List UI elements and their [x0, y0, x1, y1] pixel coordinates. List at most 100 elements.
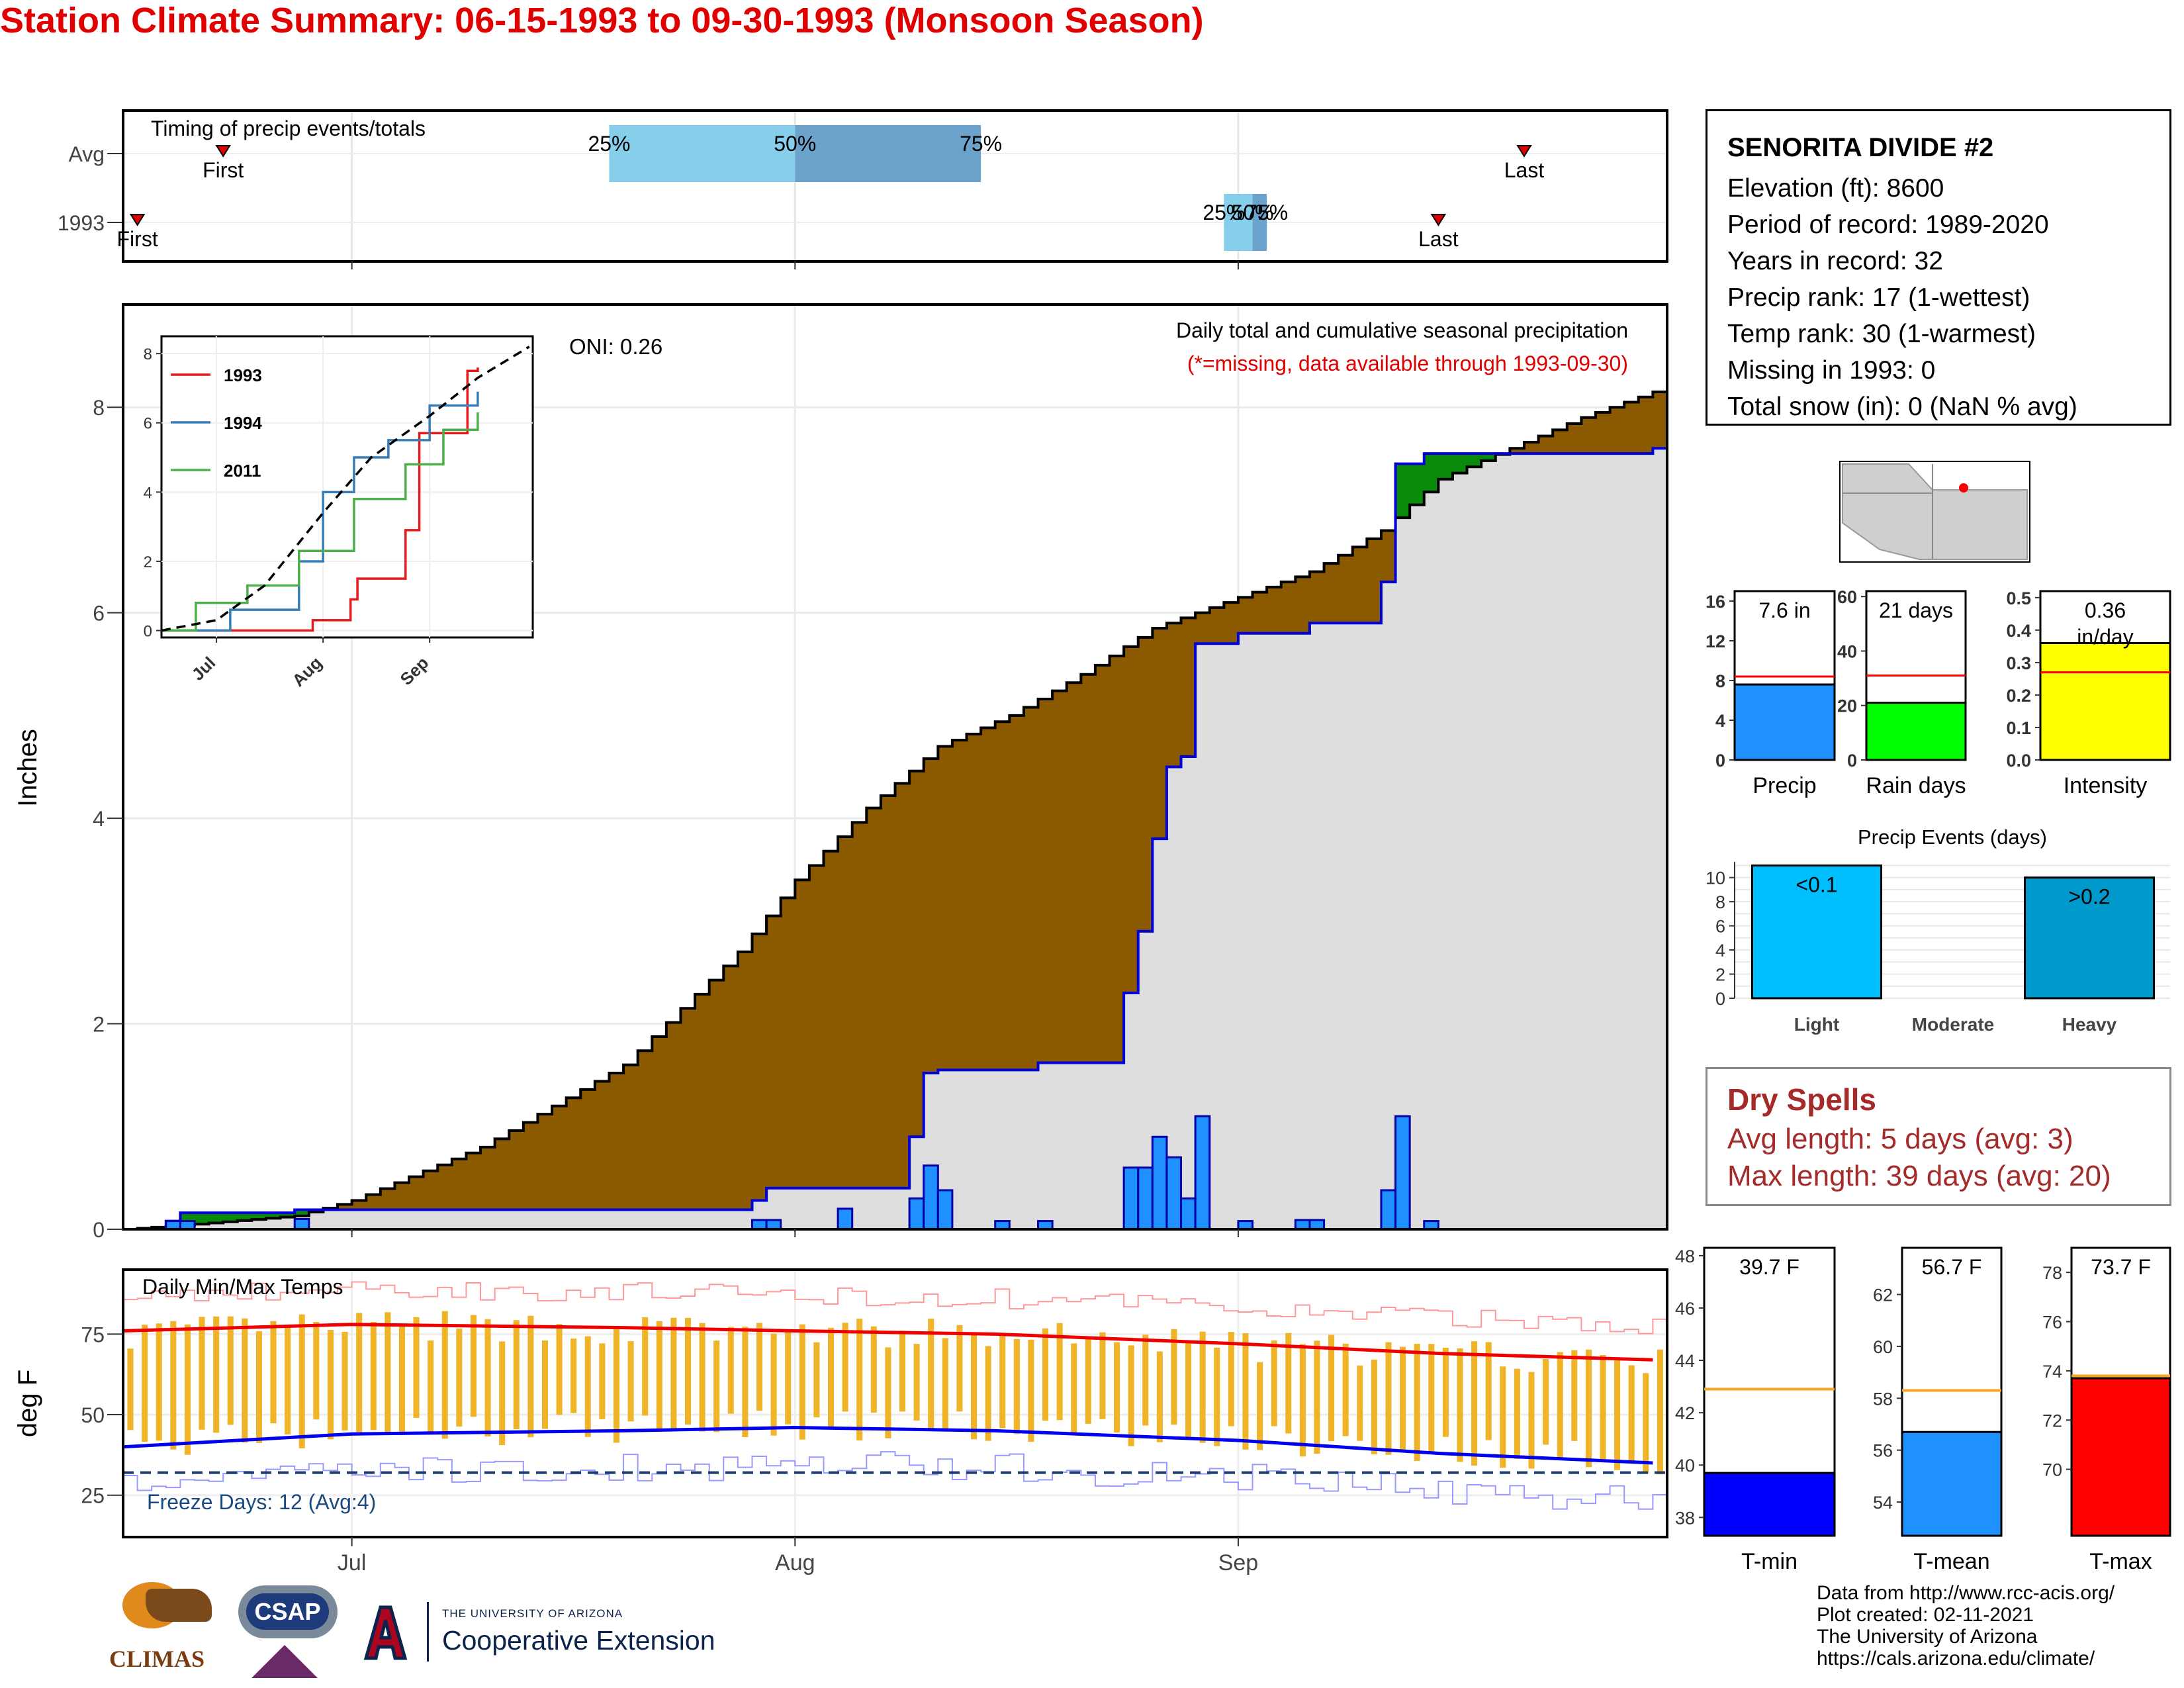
- deficit-area: [423, 1170, 438, 1210]
- daily-temp-bar: [1643, 1373, 1649, 1474]
- surplus-area: [195, 1213, 210, 1225]
- summary-bar-tick-label: 0.0: [2006, 751, 2031, 771]
- logo-divider: [427, 1602, 429, 1662]
- avg-cumulative-line: [123, 390, 1667, 1231]
- daily-temp-bar: [385, 1312, 391, 1434]
- daily-temp-bar: [1128, 1345, 1134, 1446]
- station-period: Period of record: 1989-2020: [1727, 211, 2049, 239]
- daily-temp-bar: [813, 1342, 820, 1418]
- deficit-area: [766, 915, 782, 1188]
- climas-logo: CLIMAS: [109, 1582, 218, 1681]
- freeze-days-label: Freeze Days: 12 (Avg:4): [147, 1490, 376, 1514]
- daily-precip-bar: [923, 1164, 939, 1231]
- timing-title: Timing of precip events/totals: [151, 117, 426, 140]
- daily-precip-bar: [293, 1217, 310, 1231]
- summary-bar-name: Precip: [1752, 773, 1816, 798]
- surplus-area: [1481, 453, 1496, 461]
- deficit-area: [1553, 430, 1568, 454]
- temp-ytick-label: 50: [81, 1403, 105, 1427]
- daily-temp-bar: [513, 1320, 520, 1430]
- daily-temp-bar: [1585, 1349, 1592, 1468]
- daily-temp-bar: [127, 1348, 134, 1430]
- deficit-area: [1567, 424, 1582, 454]
- temp-summary-tick-label: 38: [1675, 1508, 1695, 1528]
- deficit-area: [1352, 547, 1367, 624]
- deficit-area: [494, 1139, 510, 1210]
- events-tick-label: 4: [1715, 941, 1725, 961]
- daily-temp-bar: [913, 1344, 920, 1421]
- event-bar: [2024, 876, 2155, 1000]
- daily-temp-bar: [356, 1313, 363, 1432]
- summary-bar-label: in/day: [2077, 625, 2133, 649]
- deficit-area: [1252, 592, 1267, 633]
- daily-temp-bar: [1242, 1333, 1249, 1450]
- timing-label-p75: 75%: [1246, 201, 1288, 224]
- summary-bar-tick-label: 0.5: [2006, 588, 2031, 608]
- deficit-area: [737, 951, 753, 1210]
- precip-ytick-label: 8: [93, 396, 105, 420]
- daily-precip-bar: [1137, 1166, 1154, 1231]
- daily-temp-bar: [627, 1341, 634, 1422]
- deficit-area: [1295, 577, 1310, 633]
- inset-ytick-label: 2: [144, 553, 152, 571]
- deficit-area: [1109, 655, 1124, 1063]
- daily-temp-bar: [699, 1323, 705, 1432]
- daily-temp-bar: [856, 1318, 863, 1441]
- surplus-area: [1452, 453, 1468, 473]
- temp-summary-tick-label: 78: [2042, 1263, 2062, 1283]
- deficit-area: [1610, 407, 1625, 454]
- avg-max-temp-line: [122, 1323, 1653, 1362]
- daily-precip-bar: [936, 1189, 954, 1231]
- deficit-area: [852, 822, 867, 1188]
- deficit-area: [680, 1008, 696, 1210]
- summary-bar-tick-label: 0.2: [2006, 686, 2031, 706]
- csap-logo: CSAP: [232, 1585, 347, 1685]
- daily-temp-bar: [398, 1323, 405, 1435]
- station-name: SENORITA DIVIDE #2: [1727, 133, 1994, 162]
- timing-panel-frame: [122, 109, 1668, 263]
- timing-box-q1: [609, 125, 796, 182]
- daily-temp-bar: [1357, 1365, 1363, 1441]
- daily-precip-bar: [751, 1219, 768, 1231]
- deficit-area: [394, 1182, 410, 1210]
- daily-temp-bar: [1442, 1347, 1449, 1437]
- deficit-area: [1309, 571, 1325, 624]
- daily-temp-bar: [742, 1327, 749, 1438]
- temp-summary-tick-label: 62: [1873, 1286, 1893, 1305]
- daily-temp-bar: [199, 1317, 205, 1430]
- precip-ytick-label: 6: [93, 602, 105, 626]
- daily-temp-bar: [1114, 1342, 1120, 1433]
- daily-temp-bar: [170, 1321, 177, 1450]
- deficit-area: [366, 1194, 381, 1210]
- precip-ylabel: Inches: [13, 729, 42, 807]
- daily-temp-bar: [1199, 1331, 1206, 1443]
- deficit-area: [509, 1130, 524, 1210]
- daily-temp-bar: [1328, 1335, 1335, 1442]
- daily-temp-bar: [684, 1317, 692, 1425]
- event-bar: [1751, 864, 1882, 1000]
- observed-cumulative-line: [123, 447, 1667, 1231]
- timing-box-q2: [795, 125, 981, 182]
- temp-summary-tick-label: 70: [2042, 1460, 2062, 1480]
- summary-bar-tick-label: 16: [1706, 592, 1725, 612]
- daily-precip-bar: [837, 1207, 854, 1231]
- event-bar-label: <0.1: [1796, 872, 1837, 896]
- climas-wordmark: CLIMAS: [109, 1646, 205, 1672]
- temp-panel-frame: [122, 1268, 1668, 1538]
- precip-ytick-label: 4: [93, 807, 105, 831]
- daily-temp-bar: [1543, 1359, 1549, 1445]
- station-missing: Missing in 1993: 0: [1727, 356, 1936, 385]
- timing-label-p50: 50%: [1232, 201, 1274, 224]
- daily-temp-bar: [1428, 1344, 1435, 1452]
- deficit-area: [1124, 646, 1139, 993]
- summary-bar-label: 21 days: [1879, 598, 1953, 622]
- station-temp-rank: Temp rank: 30 (1-warmest): [1727, 320, 2036, 348]
- deficit-area: [1081, 674, 1096, 1063]
- timing-marker-last: [1430, 214, 1447, 226]
- deficit-area: [1338, 555, 1353, 624]
- station-info-box: SENORITA DIVIDE #2 Elevation (ft): 8600 …: [1706, 109, 2171, 426]
- summary-bar-value: [2039, 641, 2171, 761]
- daily-temp-bar: [656, 1321, 662, 1430]
- deficit-area: [1181, 618, 1196, 757]
- daily-temp-bar: [184, 1324, 191, 1455]
